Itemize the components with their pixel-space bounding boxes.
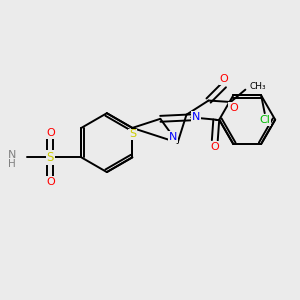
Text: CH₃: CH₃ bbox=[249, 82, 266, 91]
Text: N: N bbox=[191, 112, 200, 122]
Text: N: N bbox=[169, 132, 177, 142]
Text: O: O bbox=[229, 103, 238, 113]
Text: N: N bbox=[8, 150, 16, 160]
Text: S: S bbox=[129, 129, 136, 140]
Text: H: H bbox=[8, 159, 16, 169]
Text: Cl: Cl bbox=[259, 115, 270, 124]
Text: O: O bbox=[46, 177, 55, 187]
Text: S: S bbox=[47, 151, 54, 164]
Text: O: O bbox=[46, 128, 55, 138]
Text: O: O bbox=[210, 142, 219, 152]
Text: O: O bbox=[220, 74, 228, 84]
